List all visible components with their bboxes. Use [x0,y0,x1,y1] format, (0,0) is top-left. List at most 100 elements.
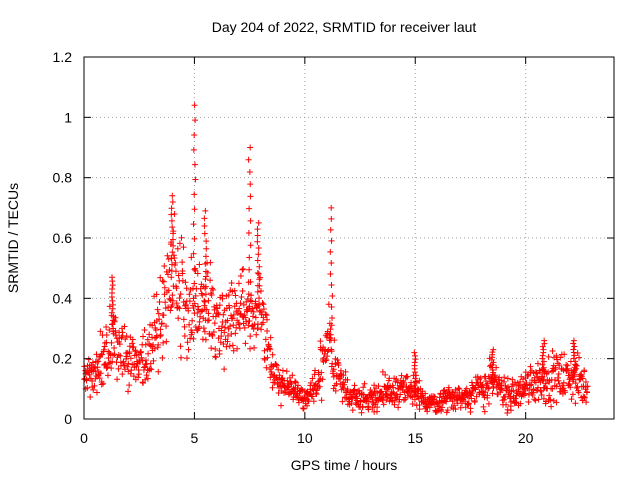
data-point [191,161,198,168]
data-point [266,345,273,352]
data-point [247,181,254,188]
data-point [416,401,423,408]
data-point [209,285,216,292]
data-point [155,368,162,375]
data-point [542,380,549,387]
data-point [452,406,459,413]
data-point [570,376,577,383]
data-point [159,354,166,361]
data-point [178,234,185,241]
data-point [201,298,208,305]
data-point [449,388,456,395]
data-point [505,383,512,390]
data-point [157,274,164,281]
data-point [360,384,367,391]
data-point [191,191,198,198]
data-point [151,345,158,352]
data-point [83,376,90,383]
data-point [564,365,571,372]
data-point [361,380,368,387]
data-point [138,348,145,355]
data-point [225,292,232,299]
data-point [221,366,228,373]
y-tick-label: 1.2 [53,49,73,65]
data-point [208,291,215,298]
data-point [255,251,262,258]
data-point [202,253,209,260]
data-point [317,338,324,345]
data-point [471,385,478,392]
y-tick-label: 0.4 [53,290,73,306]
data-point [374,404,381,411]
data-point [202,207,209,214]
data-point [229,342,236,349]
data-point [535,384,542,391]
data-point [284,377,291,384]
data-point [327,331,334,338]
data-point [485,400,492,407]
data-point [103,331,110,338]
data-point [539,361,546,368]
data-point [318,397,325,404]
data-point [344,386,351,393]
data-point [445,384,452,391]
data-point [572,358,579,365]
data-point [254,226,261,233]
data-point [219,323,226,330]
data-point [292,378,299,385]
data-point [406,390,413,397]
data-point [254,270,261,277]
data-point [208,345,215,352]
data-point [522,390,529,397]
data-point [485,385,492,392]
data-point [202,268,209,275]
data-point [416,377,423,384]
data-point [258,326,265,333]
data-point [245,156,252,163]
data-point [247,297,254,304]
data-point [354,395,361,402]
data-point [299,405,306,412]
data-point [146,365,153,372]
data-point [201,223,208,230]
data-point [412,352,419,359]
data-point [477,375,484,382]
data-point [183,285,190,292]
data-point [255,270,262,277]
data-point [411,382,418,389]
data-point [103,324,110,331]
data-point [484,380,491,387]
data-point [359,403,366,410]
data-point [545,353,552,360]
data-point [202,260,209,267]
data-point [489,367,496,374]
data-point [142,376,149,383]
data-point [556,362,563,369]
data-point [167,307,174,314]
data-point [504,375,511,382]
data-point [123,355,130,362]
data-point [438,408,445,415]
data-point [239,287,246,294]
data-point [469,387,476,394]
data-point [153,334,160,341]
x-tick-label: 20 [518,430,534,446]
data-point [471,397,478,404]
data-point [310,398,317,405]
data-point [560,379,567,386]
data-point [93,389,100,396]
data-point [97,328,104,335]
data-point [431,393,438,400]
y-tick-label: 0.6 [53,230,73,246]
data-point [538,392,545,398]
data-point [175,272,182,279]
data-point [179,259,186,266]
data-point [232,292,239,299]
data-point [168,267,175,274]
data-point [380,401,387,408]
data-point [246,318,253,325]
data-point [202,283,209,290]
data-point [269,384,276,391]
data-point [489,390,496,397]
data-point [230,311,237,318]
